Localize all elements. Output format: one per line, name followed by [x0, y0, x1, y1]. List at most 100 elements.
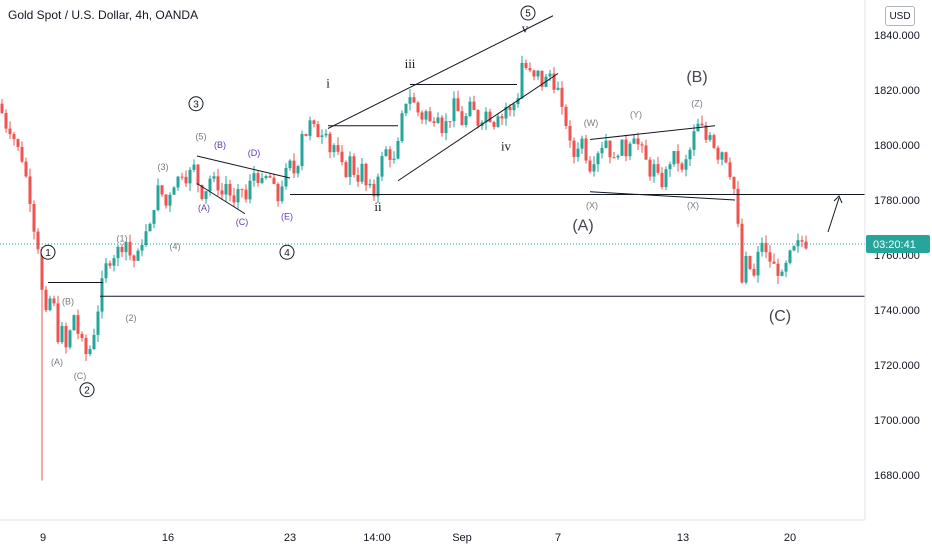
candle	[392, 151, 396, 164]
candle	[676, 144, 680, 172]
roman-wave-label: v	[522, 20, 529, 35]
gray-wave-label: (X)	[687, 200, 699, 210]
time-tick-label: Sep	[452, 532, 472, 544]
candle	[348, 151, 352, 186]
candle	[744, 251, 748, 285]
svg-text:3: 3	[193, 99, 199, 110]
candle	[272, 173, 276, 185]
circled-wave-label: 4	[279, 244, 295, 260]
major-wave-label: (A)	[572, 217, 593, 234]
candle	[216, 168, 220, 196]
candle	[648, 156, 652, 181]
candle	[268, 173, 272, 178]
candle	[280, 180, 284, 204]
candle	[360, 157, 364, 185]
candle	[0, 99, 4, 114]
candle	[788, 249, 792, 265]
candle	[312, 119, 316, 128]
candle	[168, 192, 172, 213]
candle	[300, 130, 304, 171]
candle	[504, 102, 508, 126]
candle	[52, 295, 56, 307]
candle	[160, 184, 164, 197]
gray-wave-label: (X)	[586, 200, 598, 210]
circled-wave-label: 1	[40, 244, 56, 260]
candle	[48, 295, 52, 312]
gray-wave-label: (4)	[170, 242, 181, 252]
purple-wave-label: (D)	[248, 148, 261, 158]
candle	[704, 121, 708, 143]
gray-wave-label: (2)	[126, 313, 137, 323]
candle	[224, 175, 228, 202]
candle	[120, 243, 124, 258]
candle	[76, 309, 80, 340]
candle	[796, 233, 800, 253]
candle	[408, 89, 412, 111]
flat-upper-line[interactable]	[589, 125, 716, 140]
candle	[228, 179, 232, 202]
candle	[568, 120, 572, 148]
currency-button[interactable]: USD	[885, 6, 915, 26]
channel-upper-line[interactable]	[327, 15, 554, 129]
candle	[100, 270, 104, 319]
candle	[792, 245, 796, 252]
candle	[184, 170, 188, 188]
candle	[436, 112, 440, 124]
candle	[552, 67, 556, 94]
candle	[428, 107, 432, 122]
candle	[720, 151, 724, 166]
candle	[488, 108, 492, 123]
candle	[620, 139, 624, 156]
candle	[380, 151, 384, 181]
gray-wave-label: (C)	[74, 371, 87, 381]
candle	[292, 153, 296, 179]
candle	[496, 113, 500, 128]
candle	[636, 132, 640, 151]
flat-lower-line[interactable]	[589, 191, 736, 201]
candle	[728, 157, 732, 180]
candle	[140, 239, 144, 257]
candle	[404, 103, 408, 117]
candle	[440, 114, 444, 137]
candle	[736, 181, 740, 228]
gray-wave-label: (3)	[158, 162, 169, 172]
candle	[416, 101, 420, 117]
price-tick-label: 1780.000	[874, 195, 920, 207]
projection-arrow-line[interactable]	[827, 197, 840, 233]
candle	[500, 113, 504, 126]
candle	[656, 156, 660, 175]
candle	[652, 159, 656, 183]
major-wave-label: (B)	[686, 69, 707, 86]
roman-wave-label: iii	[405, 56, 416, 71]
candle	[288, 159, 292, 171]
candle	[364, 162, 368, 192]
candle	[592, 156, 596, 177]
candle	[336, 137, 340, 155]
candle	[176, 175, 180, 191]
time-tick-label: 14:00	[363, 532, 391, 544]
channel-lower-line[interactable]	[397, 73, 559, 182]
candle	[368, 178, 372, 189]
candle	[560, 81, 564, 115]
candle	[668, 161, 672, 177]
candle	[72, 314, 76, 331]
triangle-upper-line[interactable]	[196, 155, 291, 179]
candle	[316, 120, 320, 138]
candle	[64, 322, 68, 354]
candle	[148, 222, 152, 232]
candle	[472, 95, 476, 111]
candle	[332, 143, 336, 158]
candle	[412, 92, 416, 103]
candle	[468, 96, 472, 118]
candle	[772, 253, 776, 264]
candle	[276, 182, 280, 207]
candle	[256, 170, 260, 187]
candle	[196, 163, 200, 193]
candle	[172, 186, 176, 195]
projection-arrow-head	[833, 195, 843, 204]
candle	[204, 190, 208, 205]
candle	[452, 91, 456, 128]
candle	[572, 137, 576, 164]
triangle-lower-line[interactable]	[196, 183, 246, 215]
